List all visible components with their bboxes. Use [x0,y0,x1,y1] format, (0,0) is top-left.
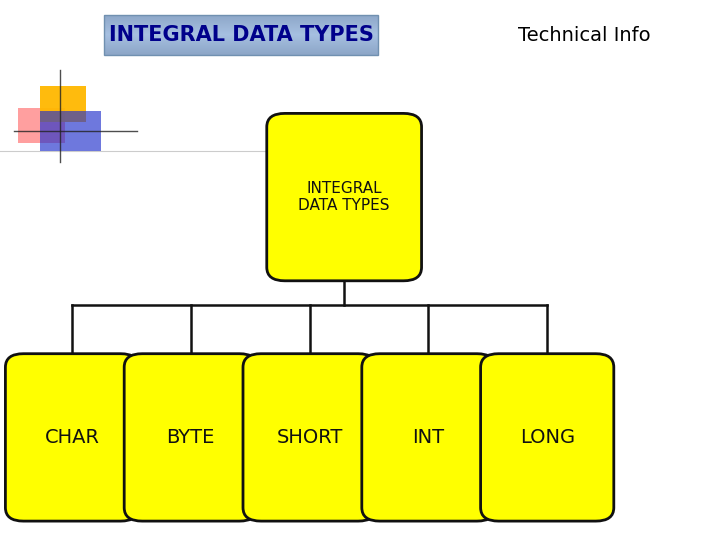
Bar [104,35,378,36]
Bar [104,44,378,45]
Bar [104,41,378,42]
Bar [104,29,378,30]
Bar [18,108,65,143]
Bar [104,53,378,55]
FancyBboxPatch shape [243,354,376,521]
Text: LONG: LONG [520,428,575,447]
Bar [104,28,378,29]
Bar [104,25,378,26]
Bar [104,19,378,20]
Bar [104,45,378,46]
Text: INTEGRAL
DATA TYPES: INTEGRAL DATA TYPES [298,181,390,213]
Bar [104,26,378,27]
Bar [40,86,86,122]
Bar [104,47,378,48]
Bar [104,36,378,37]
Text: BYTE: BYTE [166,428,215,447]
Bar [104,24,378,25]
Text: Technical Info: Technical Info [518,25,651,45]
Bar [104,22,378,23]
Bar [104,18,378,19]
Bar [104,20,378,21]
Bar [104,32,378,33]
Bar [104,52,378,53]
Bar [104,37,378,38]
Bar [40,111,101,151]
Bar [104,46,378,47]
Bar [104,15,378,16]
Text: SHORT: SHORT [276,428,343,447]
Bar [104,43,378,44]
FancyBboxPatch shape [481,354,614,521]
Bar [104,31,378,32]
Bar [104,34,378,35]
Bar [104,33,378,34]
Bar [104,23,378,24]
Text: INT: INT [413,428,444,447]
Bar [104,42,378,43]
Bar [104,30,378,31]
Text: INTEGRAL DATA TYPES: INTEGRAL DATA TYPES [109,25,374,45]
Bar [104,16,378,17]
FancyBboxPatch shape [125,354,258,521]
Bar [104,27,378,28]
Bar [104,17,378,18]
Bar [104,50,378,51]
Text: CHAR: CHAR [45,428,99,447]
Bar [104,38,378,39]
Bar [104,49,378,50]
FancyBboxPatch shape [361,354,495,521]
Bar [104,21,378,22]
Bar [104,51,378,52]
Bar [104,39,378,40]
Bar [104,48,378,49]
Bar [104,40,378,41]
FancyBboxPatch shape [266,113,421,281]
FancyBboxPatch shape [6,354,138,521]
